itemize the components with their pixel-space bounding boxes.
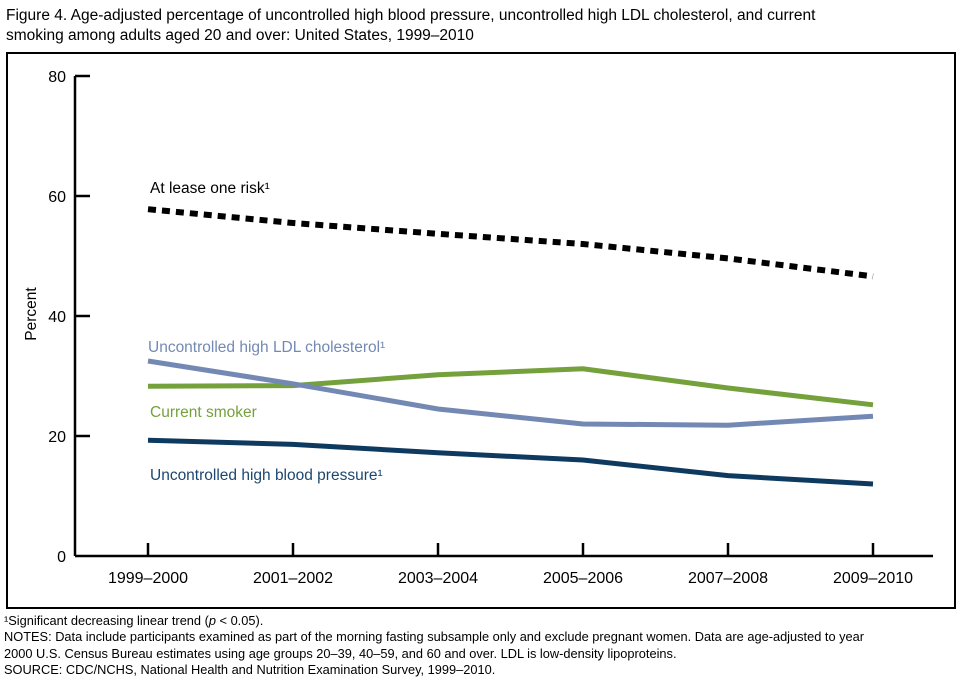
chart-frame (6, 52, 956, 609)
y-axis-title: Percent (23, 287, 40, 341)
figure-title-line1: Figure 4. Age-adjusted percentage of unc… (6, 7, 816, 24)
series-line-at-least-one-risk (147, 206, 874, 280)
series-label-at-least-one-risk: At lease one risk¹ (150, 180, 270, 197)
footnote-trend-suffix: < 0.05). (215, 613, 264, 628)
series-line-uncontrolled-ldl (147, 358, 874, 428)
series-line-current-smoker (147, 366, 874, 408)
x-tick-label: 2001–2002 (253, 570, 333, 587)
footnote-trend: ¹Significant decreasing linear trend (p … (4, 613, 956, 629)
series-label-uncontrolled-bp: Uncontrolled high blood pressure¹ (150, 467, 383, 484)
x-tick-label: 2005–2006 (543, 570, 623, 587)
plot-layer: 0 20 40 60 80 1999–2000 2001–2002 2003–2004 2005… (48, 69, 913, 587)
x-tick-label: 2003–2004 (398, 570, 478, 587)
line-chart: Percent 0 20 40 60 80 1999–2000 2001–2002 2003–… (6, 52, 956, 609)
figure-title: Figure 4. Age-adjusted percentage of unc… (6, 6, 954, 46)
footnote-source: SOURCE: CDC/NCHS, National Health and Nu… (4, 661, 496, 677)
footnote-notes-line1: NOTES: Data include participants examine… (4, 629, 865, 645)
x-tick-label: 1999–2000 (108, 570, 188, 587)
footnote-trend-pvalue: p (208, 613, 216, 628)
y-tick-label: 40 (48, 309, 66, 326)
x-tick-label: 2009–2010 (833, 570, 913, 587)
footnote-notes-line2: 2000 U.S. Census Bureau estimates using … (4, 645, 677, 661)
y-tick-label: 20 (48, 429, 66, 446)
series-label-current-smoker: Current smoker (150, 404, 257, 421)
y-tick-label: 80 (48, 69, 66, 86)
x-tick-label: 2007–2008 (688, 570, 768, 587)
series-label-uncontrolled-ldl: Uncontrolled high LDL cholesterol¹ (148, 339, 385, 356)
figure-title-line2: smoking among adults aged 20 and over: U… (6, 27, 474, 45)
y-tick-label: 60 (48, 189, 66, 206)
footnotes: ¹Significant decreasing linear trend (p … (4, 613, 956, 678)
y-tick-label: 0 (57, 549, 66, 566)
footnote-trend-prefix: ¹Significant decreasing linear trend ( (4, 613, 209, 628)
series-line-uncontrolled-bp (147, 437, 874, 487)
